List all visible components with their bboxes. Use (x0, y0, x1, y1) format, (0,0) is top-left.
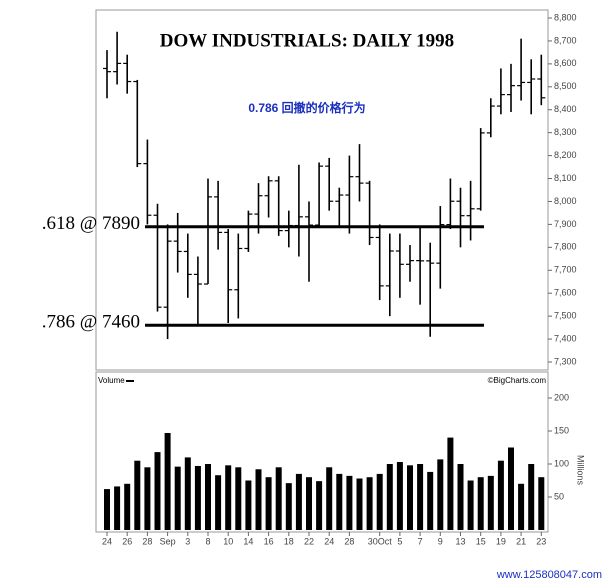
y-tick-label: 50 (554, 491, 564, 501)
volume-bar (528, 464, 535, 530)
x-tick-label: 15 (476, 536, 486, 546)
volume-bar (235, 467, 242, 530)
x-tick-label: 21 (516, 536, 526, 546)
y-tick-label: 8,300 (554, 127, 577, 137)
volume-bar (255, 469, 262, 530)
x-tick-label: 24 (324, 536, 334, 546)
x-tick-label: 3 (185, 536, 190, 546)
volume-bar (396, 462, 403, 530)
y-tick-label: 8,000 (554, 196, 577, 206)
x-tick-label: 8 (205, 536, 210, 546)
volume-bar (316, 481, 323, 530)
volume-bar (144, 467, 151, 530)
volume-bar (477, 477, 484, 530)
x-tick-label: 22 (304, 536, 314, 546)
x-tick-label: 23 (536, 536, 546, 546)
volume-bar (205, 464, 211, 530)
volume-bar (164, 432, 171, 530)
volume-bar (497, 460, 504, 530)
x-tick-label: 7 (418, 536, 423, 546)
x-tick-label: 30Oct (368, 536, 393, 546)
chart-title: DOW INDUSTRIALS: DAILY 1998 (160, 30, 454, 51)
y-axis-label: Millions (576, 455, 586, 486)
x-tick-label: 28 (142, 536, 152, 546)
y-tick-label: 200 (554, 392, 569, 402)
volume-bar (467, 480, 474, 530)
volume-bar (417, 464, 424, 530)
y-tick-label: 7,500 (554, 311, 577, 321)
volume-bar (447, 437, 454, 530)
volume-bar (356, 478, 363, 530)
x-tick-label: 9 (438, 536, 443, 546)
volume-bar (184, 457, 191, 530)
volume-frame (95, 371, 549, 533)
x-tick-label: 16 (264, 536, 274, 546)
volume-bar (285, 483, 292, 530)
legend-label: Volume (98, 376, 125, 385)
y-tick-label: 100 (554, 458, 569, 468)
volume-bar (295, 473, 302, 530)
x-tick-label: 26 (122, 536, 132, 546)
volume-bar (386, 464, 393, 530)
volume-bar (225, 465, 232, 530)
subtitle: 0.786 回撤的价格行为 (248, 100, 365, 115)
y-tick-label: 8,600 (554, 58, 577, 68)
volume-bar (407, 465, 413, 530)
volume-bar (134, 460, 141, 530)
volume-bar (427, 471, 434, 530)
level-label: .618 @ 7890 (42, 213, 140, 234)
y-tick-label: 7,800 (554, 242, 577, 252)
volume-bar (104, 489, 110, 530)
y-tick-label: 7,600 (554, 288, 577, 298)
volume-bar (487, 475, 494, 530)
x-tick-label: 19 (496, 536, 506, 546)
y-tick-label: 150 (554, 425, 569, 435)
y-tick-label: 8,200 (554, 150, 577, 160)
volume-bar (508, 447, 514, 530)
volume-bar (194, 465, 201, 530)
volume-bar (114, 486, 121, 530)
volume-bar (518, 483, 525, 530)
x-tick-label: 10 (223, 536, 233, 546)
volume-bar (538, 477, 545, 530)
volume-bar (215, 475, 222, 530)
watermark: www.125808047.com (496, 569, 602, 581)
y-tick-label: 8,800 (554, 12, 577, 22)
price-frame (95, 9, 549, 371)
volume-bar (346, 475, 353, 530)
y-tick-label: 8,400 (554, 104, 577, 114)
y-tick-label: 7,900 (554, 219, 577, 229)
volume-bar (376, 473, 383, 530)
volume-bar (326, 467, 333, 530)
volume-bar (437, 459, 444, 530)
y-tick-label: 8,500 (554, 81, 577, 91)
y-tick-label: 8,100 (554, 173, 577, 183)
x-tick-label: 5 (397, 536, 402, 546)
volume-bar (275, 467, 282, 530)
volume-bar (174, 466, 181, 530)
x-tick-label: 13 (455, 536, 465, 546)
y-tick-label: 7,400 (554, 333, 577, 343)
x-tick-label: Sep (160, 536, 176, 546)
x-tick-label: 24 (102, 536, 112, 546)
volume-bar (457, 464, 464, 530)
x-tick-label: 28 (344, 536, 354, 546)
y-tick-label: 7,700 (554, 265, 577, 275)
y-tick-label: 7,300 (554, 356, 577, 366)
volume-bar (124, 483, 131, 530)
volume-bar (245, 480, 252, 530)
x-tick-label: 18 (284, 536, 294, 546)
x-tick-label: 14 (243, 536, 253, 546)
level-label: .786 @ 7460 (42, 312, 140, 333)
y-tick-label: 8,700 (554, 35, 577, 45)
volume-bar (306, 477, 312, 530)
volume-bar (154, 452, 161, 530)
volume-bar (265, 477, 272, 530)
volume-bar (336, 473, 343, 530)
volume-bar (366, 477, 373, 530)
source: ©BigCharts.com (488, 376, 547, 385)
